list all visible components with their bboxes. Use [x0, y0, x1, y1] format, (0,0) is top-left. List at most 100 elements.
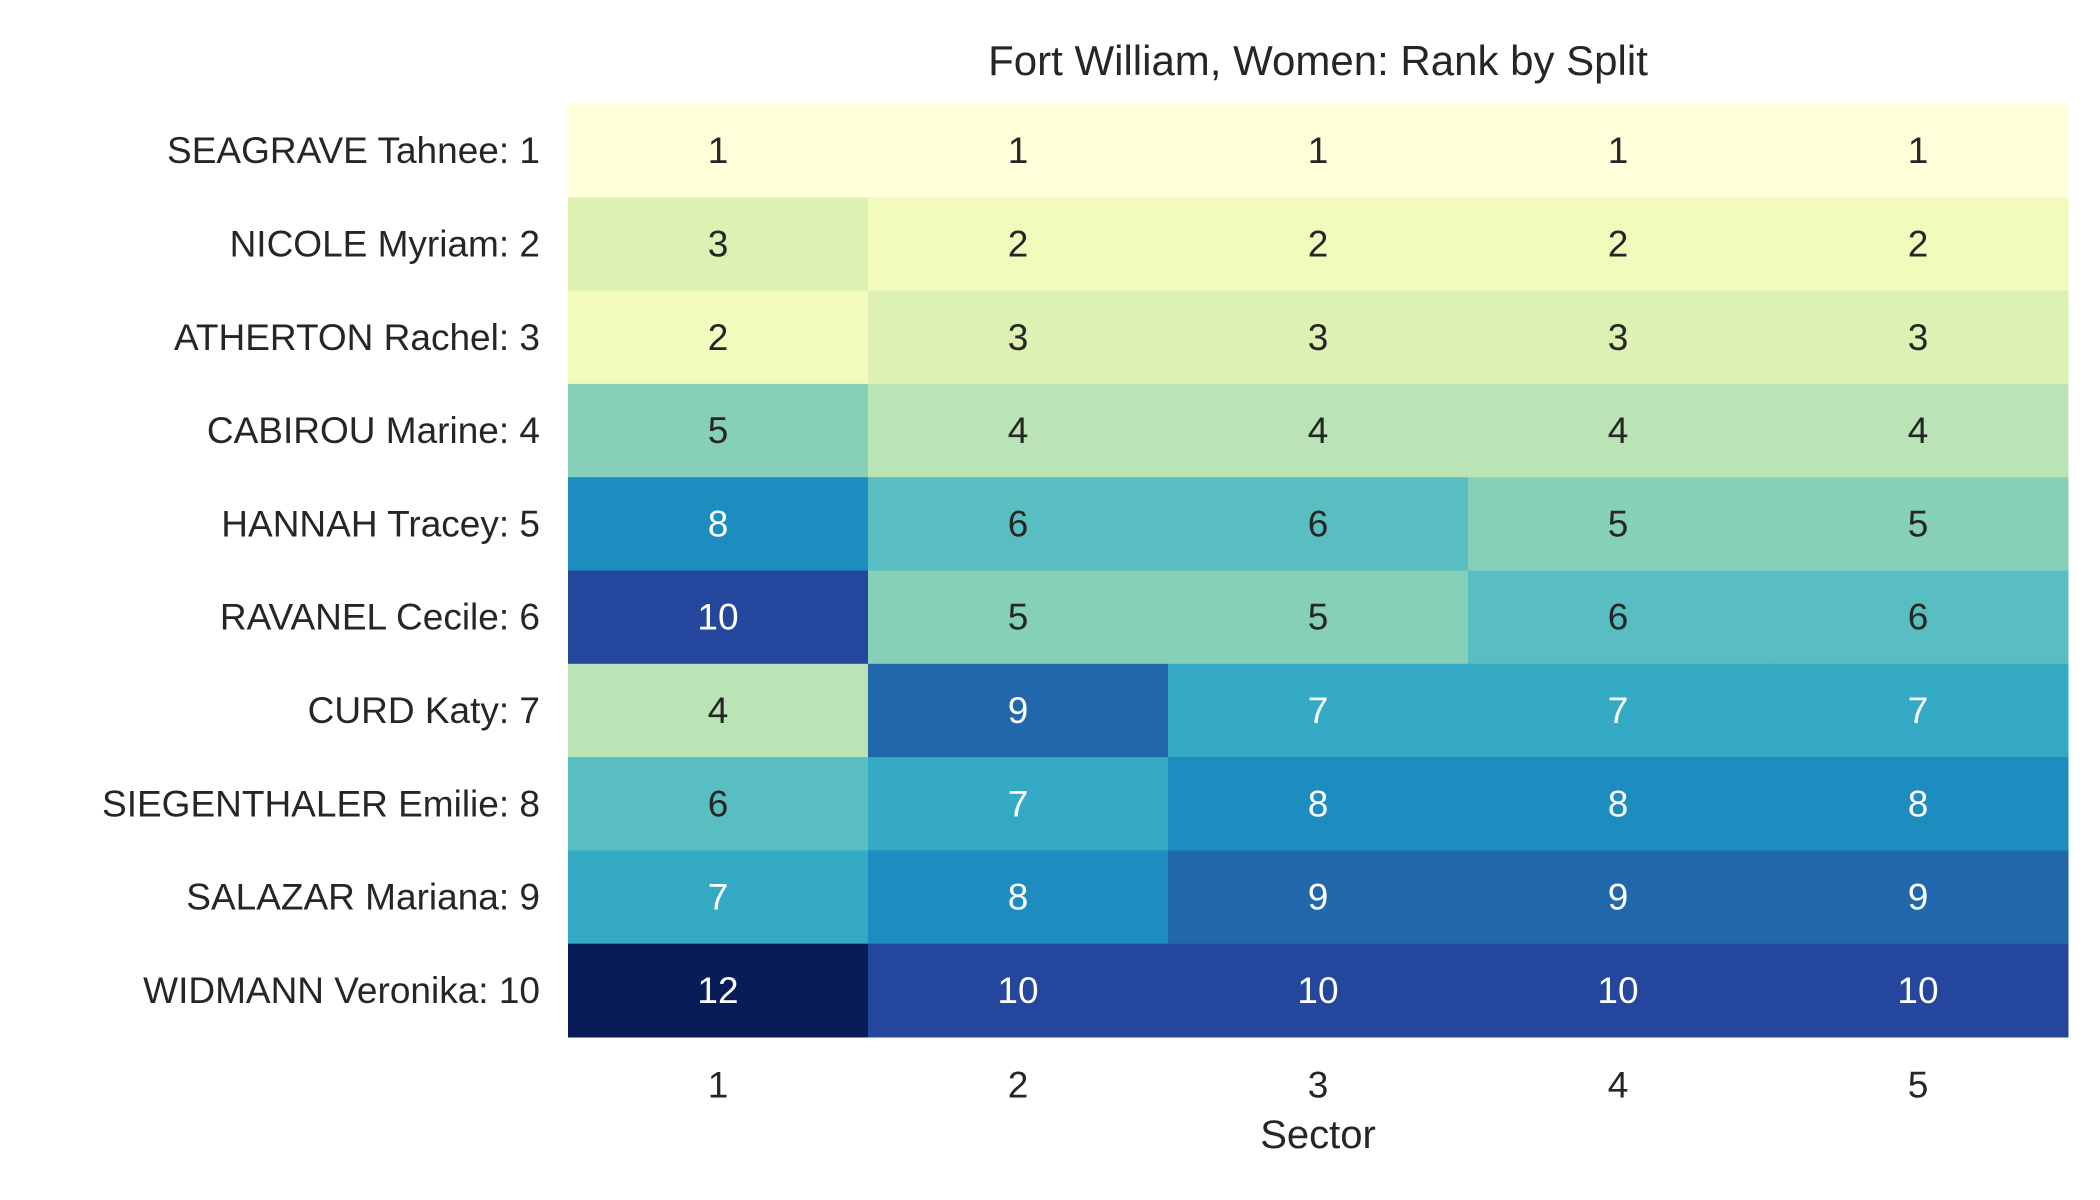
heatmap-cell — [868, 570, 1169, 665]
heatmap-cell — [1468, 663, 1769, 758]
heatmap-cell — [868, 197, 1169, 292]
y-tick-label: SEAGRAVE Tahnee: 1 — [167, 130, 540, 171]
heatmap-cell — [1168, 757, 1469, 851]
cell-value-label: 10 — [997, 970, 1038, 1011]
y-tick-label: NICOLE Myriam: 2 — [230, 223, 540, 264]
y-tick-label: WIDMANN Veronika: 10 — [143, 970, 540, 1011]
heatmap-cell — [568, 197, 869, 292]
heatmap-cell — [1168, 477, 1469, 571]
cell-value-label: 5 — [1308, 597, 1329, 638]
cell-value-label: 1 — [1008, 130, 1029, 171]
y-tick-label: CURD Katy: 7 — [308, 690, 540, 731]
y-tick-label: ATHERTON Rachel: 3 — [174, 317, 540, 358]
chart-title: Fort William, Women: Rank by Split — [988, 37, 1648, 84]
cell-value-label: 10 — [1297, 970, 1338, 1011]
cell-value-label: 7 — [1608, 690, 1629, 731]
heatmap-cell — [1168, 570, 1469, 665]
heatmap-cell — [1468, 383, 1769, 478]
cell-value-label: 2 — [1908, 223, 1929, 264]
heatmap-cell — [1768, 850, 2069, 945]
heatmap-cell — [1468, 850, 1769, 945]
cell-value-label: 3 — [1908, 317, 1929, 358]
cell-value-label: 10 — [1897, 970, 1938, 1011]
x-tick-label: 2 — [1008, 1065, 1029, 1106]
cell-value-label: 6 — [708, 783, 729, 824]
cell-value-label: 9 — [1008, 690, 1029, 731]
heatmap-cell — [568, 104, 869, 198]
cell-value-label: 8 — [1308, 783, 1329, 824]
heatmap-cell — [1168, 943, 1469, 1038]
heatmap-cell — [1468, 570, 1769, 665]
cell-value-label: 7 — [1008, 783, 1029, 824]
cell-value-label: 4 — [1908, 410, 1929, 451]
cell-value-label: 6 — [1608, 597, 1629, 638]
cell-value-label: 6 — [1308, 503, 1329, 544]
heatmap-cell — [568, 290, 869, 385]
y-tick-label: CABIROU Marine: 4 — [207, 410, 540, 451]
heatmap-cell — [1768, 663, 2069, 758]
cell-value-label: 4 — [1608, 410, 1629, 451]
heatmap-cell — [1168, 197, 1469, 292]
cell-value-label: 10 — [697, 597, 738, 638]
cell-value-label: 10 — [1597, 970, 1638, 1011]
heatmap-cell — [1768, 477, 2069, 571]
cell-value-label: 3 — [1008, 317, 1029, 358]
heatmap-cells: 1 1 1 1 1 3 2 2 2 2 2 3 3 3 3 5 4 4 4 4 8 6 6 5 5 10 5 5 6 6 4 9 7 7 7 6 7 8 8… — [568, 104, 2069, 1038]
cell-value-label: 8 — [1608, 783, 1629, 824]
heatmap-cell — [868, 104, 1169, 198]
heatmap-cell — [568, 383, 869, 478]
cell-value-label: 8 — [1008, 877, 1029, 918]
heatmap-cell — [568, 850, 869, 945]
cell-value-label: 3 — [1308, 317, 1329, 358]
y-axis-labels: SEAGRAVE Tahnee: 1 NICOLE Myriam: 2 ATHERT… — [102, 130, 540, 1011]
heatmap-cell — [1168, 104, 1469, 198]
cell-value-label: 8 — [1908, 783, 1929, 824]
y-tick-label: SIEGENTHALER Emilie: 8 — [102, 783, 540, 824]
heatmap-cell — [1768, 943, 2069, 1038]
cell-value-label: 4 — [1308, 410, 1329, 451]
cell-value-label: 2 — [1008, 223, 1029, 264]
cell-value-label: 1 — [1908, 130, 1929, 171]
heatmap-cell — [1768, 383, 2069, 478]
cell-value-label: 1 — [1608, 130, 1629, 171]
heatmap-cell — [1468, 477, 1769, 571]
heatmap-cell — [568, 943, 869, 1038]
heatmap-cell — [1768, 570, 2069, 665]
cell-value-label: 7 — [1908, 690, 1929, 731]
heatmap-cell — [568, 757, 869, 851]
cell-value-label: 8 — [708, 503, 729, 544]
y-tick-label: HANNAH Tracey: 5 — [221, 503, 540, 544]
cell-value-label: 7 — [1308, 690, 1329, 731]
heatmap-cell — [868, 943, 1169, 1038]
heatmap-cell — [1168, 850, 1469, 945]
x-axis-label: Sector — [1260, 1113, 1376, 1157]
cell-value-label: 9 — [1608, 877, 1629, 918]
cell-value-label: 9 — [1308, 877, 1329, 918]
cell-value-label: 5 — [1608, 503, 1629, 544]
cell-value-label: 3 — [708, 223, 729, 264]
heatmap-cell — [1768, 197, 2069, 292]
cell-value-label: 2 — [1308, 223, 1329, 264]
heatmap-cell — [868, 383, 1169, 478]
cell-value-label: 9 — [1908, 877, 1929, 918]
y-tick-label: RAVANEL Cecile: 6 — [220, 597, 540, 638]
x-axis-ticks: 1 2 3 4 5 — [708, 1065, 1929, 1106]
y-tick-label: SALAZAR Mariana: 9 — [186, 877, 540, 918]
cell-value-label: 6 — [1908, 597, 1929, 638]
heatmap-cell — [868, 850, 1169, 945]
heatmap-cell — [868, 477, 1169, 571]
heatmap-cell — [868, 757, 1169, 851]
cell-value-label: 7 — [708, 877, 729, 918]
heatmap-cell — [1768, 104, 2069, 198]
cell-value-label: 2 — [708, 317, 729, 358]
cell-value-label: 5 — [708, 410, 729, 451]
cell-value-label: 5 — [1908, 503, 1929, 544]
heatmap-cell — [1468, 757, 1769, 851]
x-tick-label: 4 — [1608, 1065, 1629, 1106]
heatmap-cell — [1468, 197, 1769, 292]
heatmap-cell — [1468, 290, 1769, 385]
heatmap-cell — [1468, 943, 1769, 1038]
heatmap-cell — [1168, 663, 1469, 758]
cell-value-label: 2 — [1608, 223, 1629, 264]
